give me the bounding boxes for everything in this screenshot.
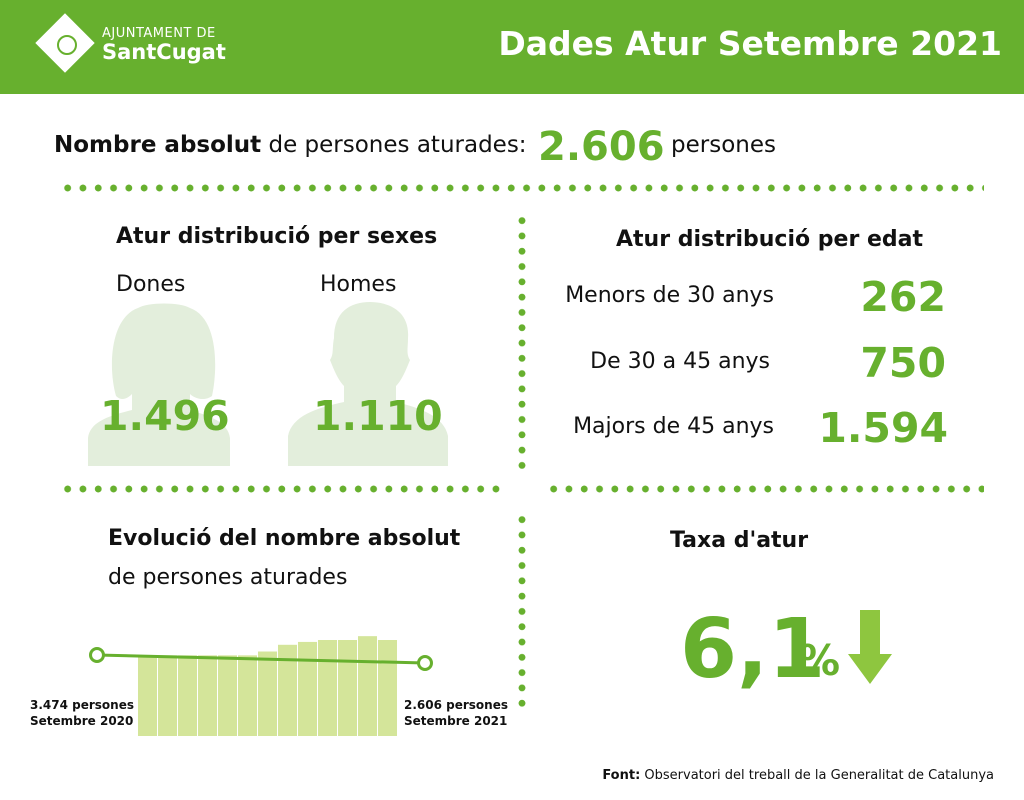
total-value: 2.606	[538, 124, 665, 170]
chart-bar	[358, 636, 377, 736]
age-row-label-30to45: De 30 a 45 anys	[590, 349, 770, 374]
women-label: Dones	[116, 272, 186, 297]
chart-bar	[138, 655, 157, 736]
chart-bar	[178, 655, 197, 736]
evolution-end-label: 2.606 persones Setembre 2021	[404, 697, 508, 729]
chart-bar	[258, 651, 277, 736]
chart-bar	[298, 641, 317, 736]
chart-bar	[318, 640, 337, 736]
evolution-start-label: 3.474 persones Setembre 2020	[30, 697, 134, 729]
trend-end-point	[417, 655, 433, 671]
chart-bar	[238, 655, 257, 736]
divider-middle-upper	[518, 213, 526, 469]
age-row-label-over45: Majors de 45 anys	[573, 414, 774, 439]
evolution-end-date: Setembre 2021	[404, 714, 508, 728]
chart-bar	[198, 655, 217, 736]
chart-bar	[278, 644, 297, 736]
trend-start-point	[89, 647, 105, 663]
total-label-bold: Nombre absolut	[54, 132, 262, 158]
age-row-value-under30: 262	[860, 273, 946, 321]
source-text: Observatori del treball de la Generalita…	[644, 768, 994, 783]
divider-middle-lower	[518, 512, 526, 710]
age-row-value-over45: 1.594	[818, 404, 948, 452]
chart-bar	[218, 655, 237, 736]
source-label: Font:	[602, 768, 641, 783]
evolution-start-value: 3.474 persones	[30, 698, 134, 712]
divider-top	[60, 184, 984, 192]
trend-line	[96, 653, 426, 665]
rate-title: Taxa d'atur	[670, 528, 809, 553]
evolution-subtitle: de persones aturades	[108, 565, 348, 590]
men-value: 1.110	[313, 392, 443, 440]
logo-line2: SantCugat	[102, 40, 226, 64]
chart-bar	[158, 655, 177, 736]
header-bar	[0, 0, 1024, 94]
men-label: Homes	[320, 272, 397, 297]
chart-bar	[378, 640, 397, 736]
woman-silhouette-icon	[88, 303, 230, 466]
divider-mid-right	[546, 485, 984, 493]
rate-value: 6,1	[680, 602, 826, 697]
evolution-chart	[89, 636, 433, 736]
chart-bar	[338, 640, 357, 736]
logo-line1: AJUNTAMENT DE	[102, 26, 216, 41]
women-value: 1.496	[100, 392, 230, 440]
evolution-end-value: 2.606 persones	[404, 698, 508, 712]
rate-unit: %	[798, 636, 841, 685]
total-label: Nombre absolut de persones aturades:	[54, 132, 527, 158]
age-row-value-30to45: 750	[860, 339, 946, 387]
page-title: Dades Atur Setembre 2021	[498, 24, 1002, 63]
evolution-title: Evolució del nombre absolut	[108, 526, 461, 551]
total-label-rest: de persones aturades:	[268, 132, 527, 158]
source-footer: Font: Observatori del treball de la Gene…	[602, 768, 994, 783]
evolution-start-date: Setembre 2020	[30, 714, 134, 728]
logo-emblem-icon	[57, 35, 77, 55]
man-silhouette-icon	[288, 302, 448, 466]
ages-title: Atur distribució per edat	[616, 227, 923, 252]
age-row-label-under30: Menors de 30 anys	[565, 283, 774, 308]
sexes-title: Atur distribució per sexes	[116, 224, 438, 249]
total-unit: persones	[671, 132, 776, 158]
divider-mid-left	[60, 485, 504, 493]
arrow-down-icon	[848, 610, 892, 684]
